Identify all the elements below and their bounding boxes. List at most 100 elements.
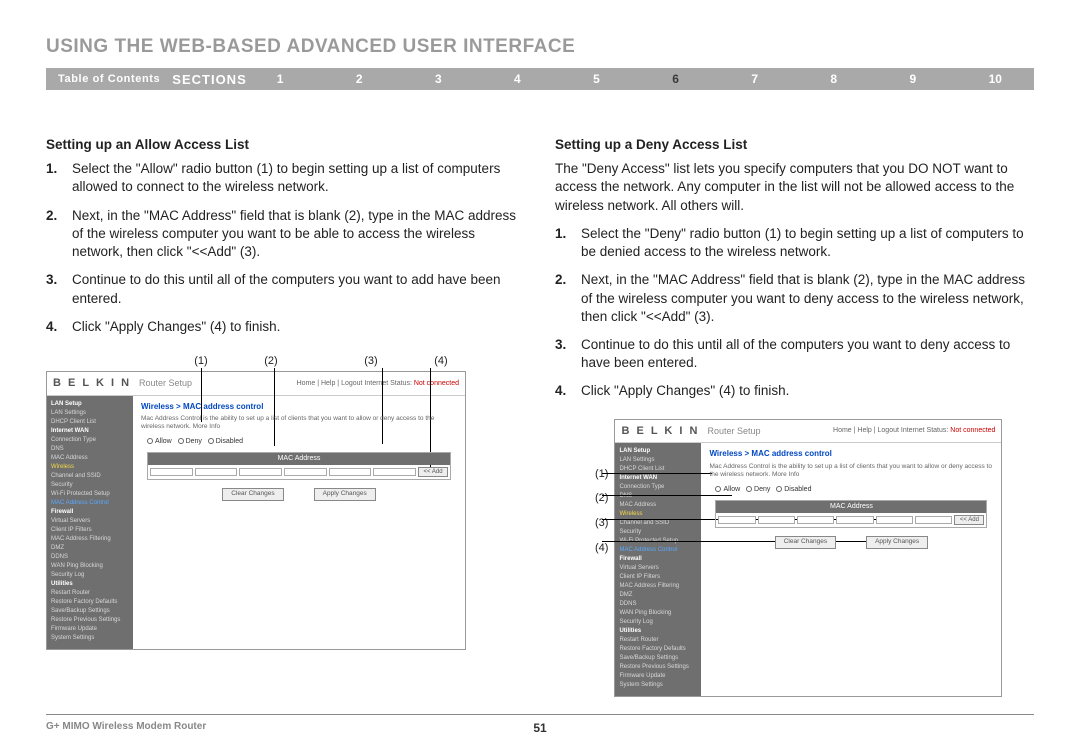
section-link-7[interactable]: 7: [747, 72, 762, 86]
mac-field[interactable]: [758, 516, 795, 524]
section-link-6[interactable]: 6: [668, 72, 683, 86]
clear-changes-button[interactable]: Clear Changes: [775, 536, 836, 549]
clear-changes-button[interactable]: Clear Changes: [222, 488, 283, 501]
mac-field[interactable]: [836, 516, 873, 524]
mac-desc: Mac Address Control is the ability to se…: [141, 415, 457, 431]
sidebar-item[interactable]: System Settings: [51, 634, 129, 643]
section-link-1[interactable]: 1: [273, 72, 288, 86]
mac-header: MAC Address: [148, 453, 450, 464]
mac-field[interactable]: [373, 468, 416, 476]
sidebar-item[interactable]: DMZ: [51, 544, 129, 553]
sidebar-item[interactable]: DDNS: [619, 600, 697, 609]
sidebar-item[interactable]: LAN Settings: [619, 456, 697, 465]
router-setup-label: Router Setup: [139, 377, 192, 389]
sidebar-group-header: Utilities: [619, 627, 697, 636]
page-number: 51: [533, 721, 546, 735]
section-link-4[interactable]: 4: [510, 72, 525, 86]
mac-field[interactable]: [329, 468, 372, 476]
sidebar-item[interactable]: LAN Settings: [51, 409, 129, 418]
sidebar-item[interactable]: MAC Address Filtering: [51, 535, 129, 544]
sidebar-item[interactable]: Connection Type: [619, 483, 697, 492]
section-link-5[interactable]: 5: [589, 72, 604, 86]
sidebar-group-header: Utilities: [51, 580, 129, 589]
mac-field[interactable]: [876, 516, 913, 524]
mac-field[interactable]: [915, 516, 952, 524]
step-item: Click "Apply Changes" (4) to finish.: [46, 318, 525, 336]
sidebar-item-selected[interactable]: MAC Address Control: [619, 546, 697, 555]
mac-field[interactable]: [797, 516, 834, 524]
section-link-8[interactable]: 8: [826, 72, 841, 86]
section-link-9[interactable]: 9: [906, 72, 921, 86]
section-link-2[interactable]: 2: [352, 72, 367, 86]
apply-changes-button[interactable]: Apply Changes: [314, 488, 376, 501]
sidebar-item[interactable]: MAC Address: [619, 501, 697, 510]
sidebar-item[interactable]: Wi-Fi Protected Setup: [51, 490, 129, 499]
sidebar-item[interactable]: Restart Router: [51, 589, 129, 598]
sidebar-item[interactable]: Channel and SSID: [619, 519, 697, 528]
mac-desc: Mac Address Control is the ability to se…: [709, 463, 993, 479]
sidebar-item[interactable]: Restore Previous Settings: [619, 663, 697, 672]
sidebar-item[interactable]: Virtual Servers: [619, 564, 697, 573]
disabled-radio[interactable]: [208, 438, 214, 444]
add-button[interactable]: << Add: [418, 467, 448, 477]
apply-changes-button[interactable]: Apply Changes: [866, 536, 928, 549]
section-link-3[interactable]: 3: [431, 72, 446, 86]
sidebar-item[interactable]: Firmware Update: [619, 672, 697, 681]
sidebar-item[interactable]: DDNS: [51, 553, 129, 562]
sidebar-item[interactable]: Security Log: [619, 618, 697, 627]
page-footer: G+ MIMO Wireless Modem Router 51: [46, 714, 1034, 732]
mac-field[interactable]: [284, 468, 327, 476]
mac-field[interactable]: [239, 468, 282, 476]
mac-field[interactable]: [150, 468, 193, 476]
right-column: Setting up a Deny Access List The "Deny …: [555, 136, 1034, 697]
sidebar-item[interactable]: Channel and SSID: [51, 472, 129, 481]
router-ui-deny: B E L K I N Router Setup Home | Help | L…: [614, 419, 1002, 698]
sidebar-item[interactable]: Restore Factory Defaults: [619, 645, 697, 654]
add-button[interactable]: << Add: [954, 515, 984, 525]
section-link-10[interactable]: 10: [985, 72, 1006, 86]
sidebar-item[interactable]: System Settings: [619, 681, 697, 690]
mac-header: MAC Address: [716, 501, 986, 512]
sidebar-item[interactable]: Security: [619, 528, 697, 537]
sidebar-item[interactable]: DMZ: [619, 591, 697, 600]
sidebar-item-selected[interactable]: MAC Address Control: [51, 499, 129, 508]
sidebar-item[interactable]: Save/Backup Settings: [51, 607, 129, 616]
breadcrumb: Wireless > MAC address control: [141, 402, 457, 413]
deny-intro: The "Deny Access" list lets you specify …: [555, 160, 1034, 215]
sidebar-item[interactable]: Client IP Filters: [619, 573, 697, 582]
sidebar-item[interactable]: WAN Ping Blocking: [51, 562, 129, 571]
sidebar-item[interactable]: Save/Backup Settings: [619, 654, 697, 663]
sidebar-item[interactable]: Firmware Update: [51, 625, 129, 634]
radio-group: Allow Deny Disabled: [141, 437, 457, 446]
section-nav-bar: Table of Contents SECTIONS 12345678910: [46, 68, 1034, 90]
callout-4: (4): [595, 541, 608, 556]
sidebar-item[interactable]: Restore Previous Settings: [51, 616, 129, 625]
sidebar-item[interactable]: Security Log: [51, 571, 129, 580]
callout-2: (2): [226, 354, 316, 369]
sidebar-item[interactable]: DHCP Client List: [51, 418, 129, 427]
step-item: Click "Apply Changes" (4) to finish.: [555, 382, 1034, 400]
deny-radio[interactable]: [746, 486, 752, 492]
allow-radio[interactable]: [715, 486, 721, 492]
sidebar-item[interactable]: Security: [51, 481, 129, 490]
router-ui-allow: B E L K I N Router Setup Home | Help | L…: [46, 371, 466, 650]
mac-field[interactable]: [195, 468, 238, 476]
sidebar-item[interactable]: Restart Router: [619, 636, 697, 645]
sidebar-group-header: LAN Setup: [51, 400, 129, 409]
sidebar-item[interactable]: DNS: [51, 445, 129, 454]
sidebar-item[interactable]: Connection Type: [51, 436, 129, 445]
deny-radio[interactable]: [178, 438, 184, 444]
disabled-radio[interactable]: [776, 486, 782, 492]
sidebar-item[interactable]: Wi-Fi Protected Setup: [619, 537, 697, 546]
sidebar-item[interactable]: WAN Ping Blocking: [619, 609, 697, 618]
toc-link[interactable]: Table of Contents: [46, 73, 172, 85]
sidebar-item[interactable]: MAC Address Filtering: [619, 582, 697, 591]
sidebar-item[interactable]: Virtual Servers: [51, 517, 129, 526]
sidebar-group-header: Wireless: [51, 463, 129, 472]
breadcrumb: Wireless > MAC address control: [709, 449, 993, 460]
allow-radio[interactable]: [147, 438, 153, 444]
mac-field[interactable]: [718, 516, 755, 524]
sidebar-item[interactable]: Restore Factory Defaults: [51, 598, 129, 607]
sidebar-item[interactable]: MAC Address: [51, 454, 129, 463]
sidebar-item[interactable]: Client IP Filters: [51, 526, 129, 535]
